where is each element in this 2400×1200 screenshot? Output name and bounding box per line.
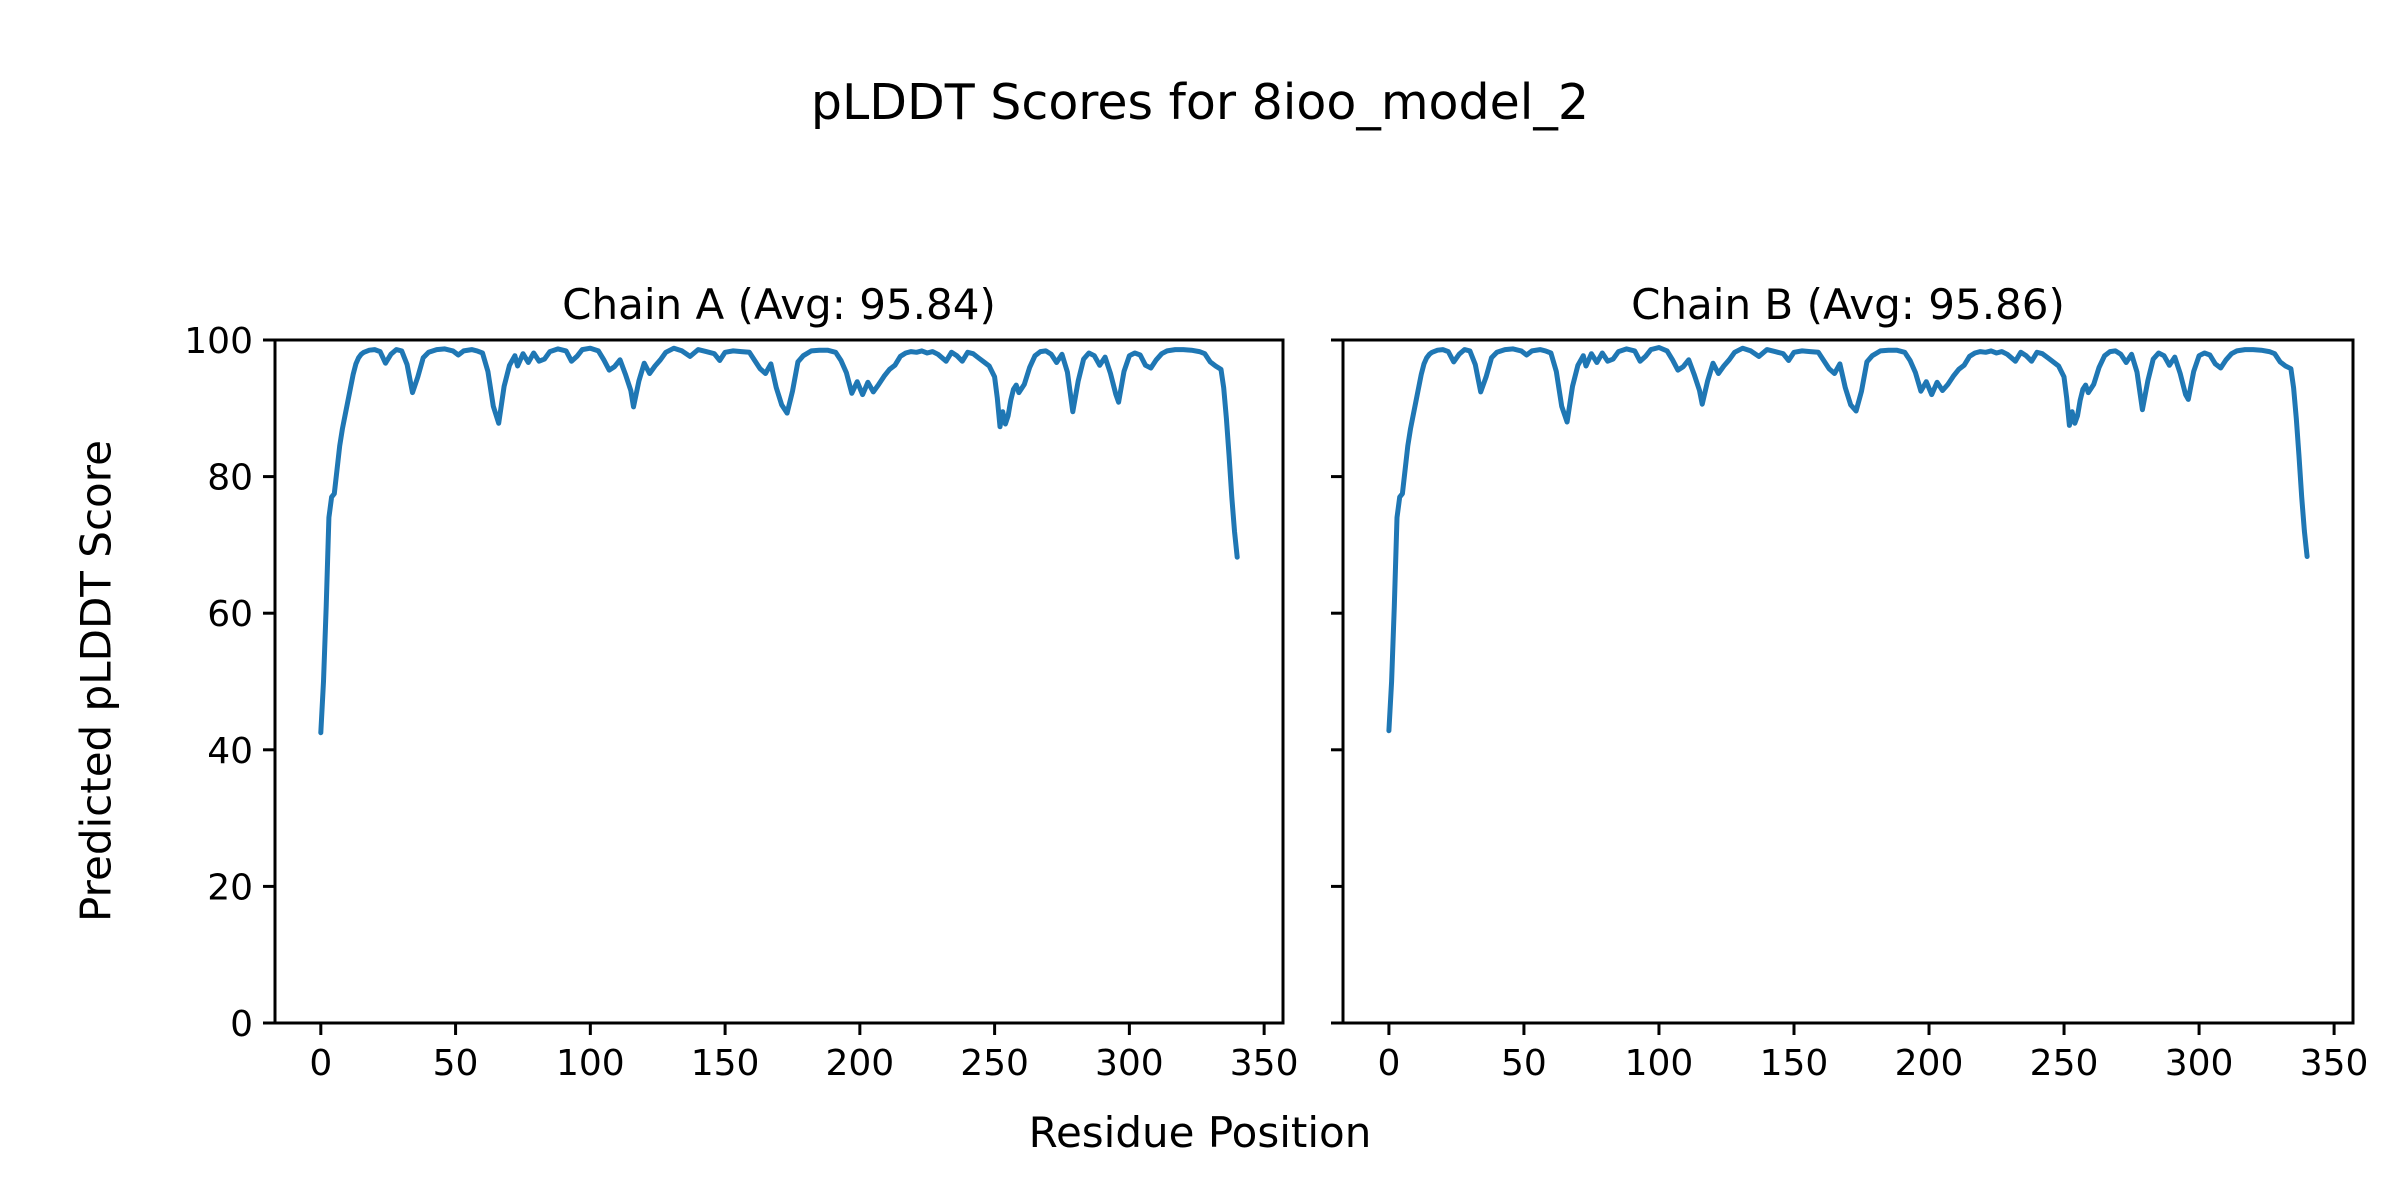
chain-a-axes: 0 50 100 150 200 250 300 350 0 20 40 60 80 100 [184, 321, 1298, 1084]
x-tick-label: 50 [1501, 1043, 1547, 1084]
y-tick-label: 20 [207, 867, 253, 908]
chain-b-title: Chain B (Avg: 95.86) [1631, 280, 2065, 329]
x-tick-label: 50 [433, 1043, 479, 1084]
y-tick-label: 40 [207, 731, 253, 772]
x-tick-label: 350 [1230, 1043, 1299, 1084]
x-tick-label: 0 [309, 1043, 332, 1084]
x-tick-label: 200 [1895, 1043, 1964, 1084]
x-tick-label: 0 [1377, 1043, 1400, 1084]
figure-title: pLDDT Scores for 8ioo_model_2 [810, 74, 1590, 131]
x-tick-label: 100 [1625, 1043, 1694, 1084]
y-tick-label: 0 [230, 1004, 253, 1045]
plot-border [273, 338, 1285, 1025]
x-tick-label: 250 [2030, 1043, 2099, 1084]
y-tick-label: 60 [207, 594, 253, 635]
chain-a-title: Chain A (Avg: 95.84) [562, 280, 996, 329]
x-tick-label: 300 [1095, 1043, 1164, 1084]
x-tick-label: 250 [960, 1043, 1029, 1084]
x-tick-label: 350 [2300, 1043, 2369, 1084]
plddt-line [1386, 345, 2310, 734]
x-tick-label: 200 [825, 1043, 894, 1084]
x-tick-label: 100 [556, 1043, 625, 1084]
x-tick-label: 150 [691, 1043, 760, 1084]
y-tick-label: 100 [184, 321, 253, 362]
plot-border [1341, 338, 2355, 1025]
y-tick-label: 80 [207, 458, 253, 499]
x-tick-label: 300 [2165, 1043, 2234, 1084]
x-axis-label: Residue Position [1028, 1108, 1372, 1157]
plddt-line [318, 345, 1240, 736]
chain-b-axes: 0 50 100 150 200 250 300 350 [1331, 338, 2369, 1084]
x-tick-label: 150 [1760, 1043, 1829, 1084]
